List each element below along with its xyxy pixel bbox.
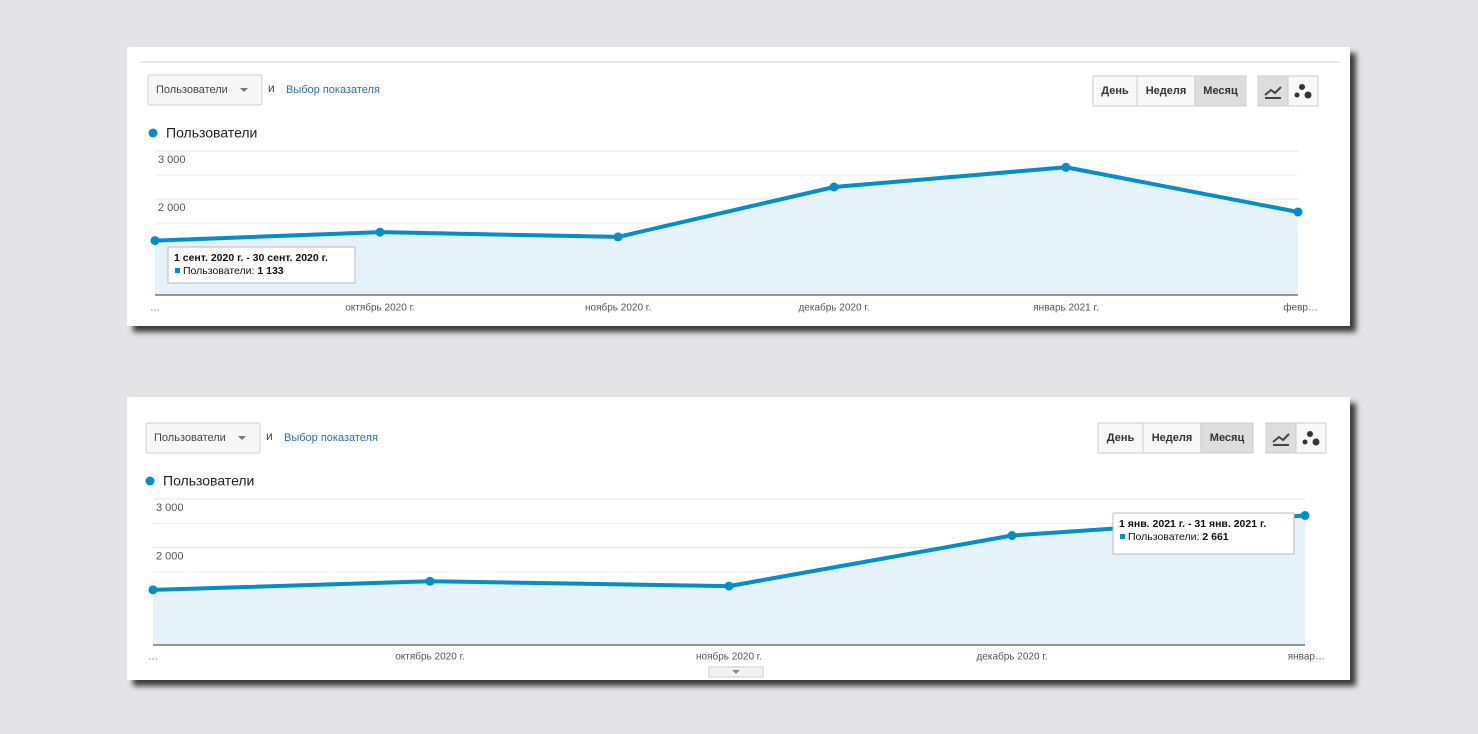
panel: Пользователи и Выбор показателя День Неделя М… [127, 397, 1350, 680]
data-point[interactable] [829, 182, 839, 192]
period-button[interactable] [1194, 75, 1247, 107]
metric-link[interactable]: Выбор показателя [286, 84, 380, 96]
motion-chart-icon [1312, 438, 1320, 446]
tooltip [167, 246, 356, 284]
metric-dropdown[interactable] [147, 74, 263, 106]
metric-dropdown-label: Пользователи [156, 84, 228, 96]
period-button-label: День [1101, 85, 1129, 97]
tooltip [1112, 512, 1295, 555]
x-tick-label: декабрь 2020 г. [976, 651, 1047, 663]
tooltip-marker [1120, 534, 1125, 539]
tooltip-title: 1 сент. 2020 г. - 30 сент. 2020 г. [174, 252, 328, 264]
connector: и [268, 81, 275, 95]
period-button-label: Неделя [1152, 432, 1193, 444]
data-point[interactable] [375, 227, 385, 237]
period-button[interactable] [1200, 422, 1254, 454]
tooltip-line: Пользователи: 1 133 [183, 265, 284, 277]
motion-chart-icon [1299, 84, 1305, 90]
legend-label: Пользователи [163, 473, 254, 489]
motion-chart-icon [1307, 431, 1313, 437]
period-button[interactable] [1142, 422, 1202, 454]
x-tick-label: ноябрь 2020 г. [696, 651, 762, 663]
x-tick-label: октябрь 2020 г. [395, 651, 465, 663]
data-point[interactable] [1061, 162, 1071, 172]
metric-dropdown[interactable] [145, 422, 261, 454]
panel: Пользователи и Выбор показателя День Неделя М… [127, 47, 1350, 326]
data-point[interactable] [613, 232, 623, 242]
x-tick-label: ноябрь 2020 г. [585, 302, 651, 314]
data-point[interactable] [425, 576, 435, 586]
period-button[interactable] [1097, 422, 1144, 454]
area [153, 515, 1305, 645]
connector: и [266, 429, 273, 443]
data-point[interactable] [148, 585, 158, 595]
dropdown-arrow [238, 436, 246, 440]
line [154, 165, 1299, 243]
data-point[interactable] [1293, 207, 1303, 217]
x-tick-label: октябрь 2020 г. [345, 302, 415, 314]
tooltip-line: Пользователи: 2 661 [1128, 531, 1229, 543]
period-button-label: Неделя [1146, 85, 1187, 97]
motion-chart-toggle[interactable] [1295, 422, 1327, 454]
dropdown-arrow [240, 88, 248, 92]
period-button-label: Месяц [1203, 85, 1238, 97]
motion-chart-icon [1294, 92, 1300, 98]
period-button-label: Месяц [1210, 432, 1245, 444]
data-point[interactable] [150, 236, 160, 246]
motion-chart-toggle[interactable] [1287, 75, 1319, 107]
x-tick-label: … [148, 652, 158, 663]
x-tick-label: февр… [1283, 302, 1318, 314]
data-point[interactable] [1007, 531, 1017, 540]
tooltip-metric: Пользователи: [1128, 531, 1199, 543]
x-tick-label: … [150, 303, 160, 314]
line-chart-icon [1272, 433, 1290, 446]
y-tick-label: 2 000 [158, 202, 186, 214]
x-tick-label: январь 2021 г. [1033, 303, 1098, 314]
tooltip-marker [175, 268, 180, 273]
y-tick-label: 3 000 [156, 502, 184, 514]
period-button[interactable] [1092, 75, 1138, 107]
motion-chart-icon [1304, 91, 1312, 99]
area [155, 167, 1298, 295]
data-point[interactable] [1300, 510, 1310, 520]
tooltip-metric: Пользователи: [183, 265, 254, 277]
legend-label: Пользователи [166, 125, 257, 141]
legend-marker [148, 128, 158, 138]
tooltip-value: 1 133 [257, 265, 283, 277]
period-button-label: День [1107, 432, 1135, 444]
metric-link[interactable]: Выбор показателя [284, 432, 378, 444]
legend-marker [145, 476, 155, 486]
data-point[interactable] [724, 581, 734, 591]
tooltip-value: 2 661 [1202, 531, 1228, 543]
x-tick-label: декабрь 2020 г. [798, 302, 869, 314]
y-tick-label: 2 000 [156, 551, 184, 563]
expand-arrow [732, 670, 740, 674]
tooltip-title: 1 янв. 2021 г. - 31 янв. 2021 г. [1119, 518, 1266, 530]
motion-chart-icon [1302, 439, 1308, 445]
metric-dropdown-label: Пользователи [154, 432, 226, 444]
y-tick-label: 3 000 [158, 154, 186, 166]
period-button[interactable] [1136, 75, 1196, 107]
line-chart-icon [1264, 86, 1282, 99]
x-tick-label: январ… [1288, 652, 1325, 663]
